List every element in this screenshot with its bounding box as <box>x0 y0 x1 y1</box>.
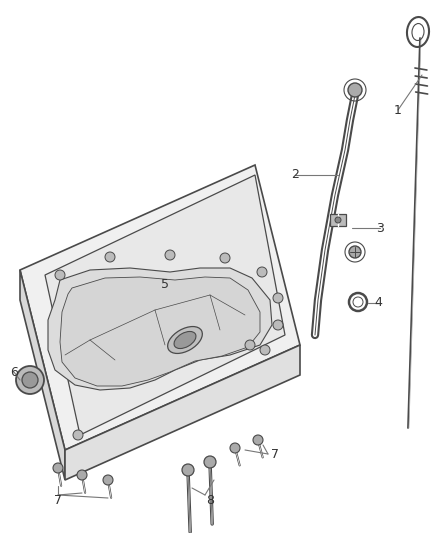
Circle shape <box>73 430 83 440</box>
Circle shape <box>103 475 113 485</box>
Circle shape <box>245 340 255 350</box>
Circle shape <box>165 250 175 260</box>
Text: 1: 1 <box>394 103 402 117</box>
Circle shape <box>22 372 38 388</box>
Polygon shape <box>20 270 65 480</box>
Circle shape <box>335 217 341 223</box>
Polygon shape <box>330 214 346 226</box>
Circle shape <box>105 252 115 262</box>
Circle shape <box>204 456 216 468</box>
Circle shape <box>77 470 87 480</box>
Polygon shape <box>48 268 272 390</box>
Text: 4: 4 <box>374 296 382 310</box>
Text: 7: 7 <box>271 448 279 462</box>
Text: 5: 5 <box>161 279 169 292</box>
Polygon shape <box>45 175 285 435</box>
Circle shape <box>16 366 44 394</box>
Circle shape <box>182 464 194 476</box>
Circle shape <box>257 267 267 277</box>
Circle shape <box>273 320 283 330</box>
Text: 6: 6 <box>10 366 18 378</box>
Ellipse shape <box>168 327 202 353</box>
Circle shape <box>273 293 283 303</box>
Text: 3: 3 <box>376 222 384 235</box>
Circle shape <box>230 443 240 453</box>
Circle shape <box>260 345 270 355</box>
Circle shape <box>220 253 230 263</box>
Circle shape <box>55 270 65 280</box>
Circle shape <box>348 83 362 97</box>
Polygon shape <box>60 277 260 386</box>
Text: 7: 7 <box>54 494 62 506</box>
Circle shape <box>253 435 263 445</box>
Text: 8: 8 <box>206 494 214 506</box>
Ellipse shape <box>174 332 196 349</box>
Circle shape <box>53 463 63 473</box>
Text: 2: 2 <box>291 168 299 182</box>
Polygon shape <box>65 345 300 480</box>
Polygon shape <box>20 165 300 450</box>
Circle shape <box>349 246 361 258</box>
